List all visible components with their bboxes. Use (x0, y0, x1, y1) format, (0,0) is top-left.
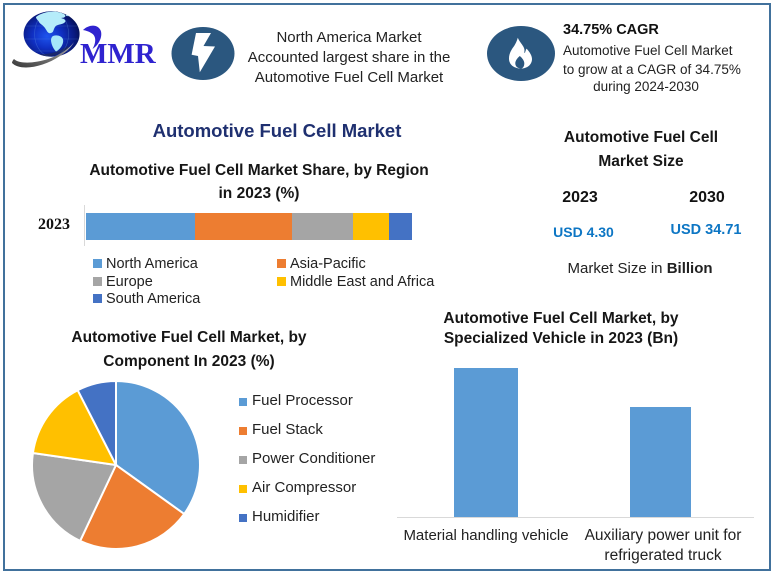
svg-text:MMR: MMR (80, 38, 157, 70)
